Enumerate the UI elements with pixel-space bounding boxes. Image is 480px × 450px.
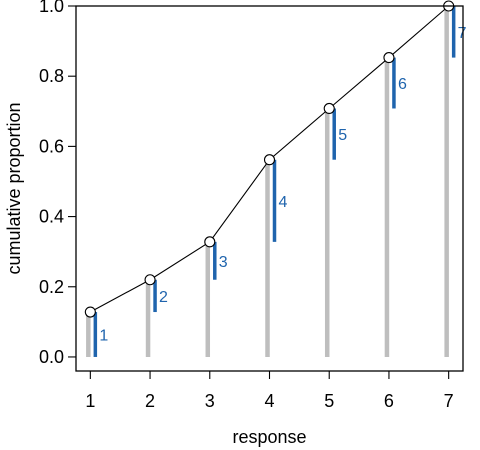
increment-label-1: 1 [99, 328, 108, 345]
x-tick-label-2: 2 [145, 391, 155, 411]
cumulative-bars [86, 6, 449, 357]
x-tick-label-6: 6 [384, 391, 394, 411]
x-axis: 1 2 3 4 5 6 7 [85, 371, 454, 411]
increment-label-3: 3 [219, 254, 228, 271]
cumulative-point-2 [144, 274, 156, 286]
increment-label-4: 4 [279, 194, 288, 211]
increment-label-5: 5 [338, 127, 347, 144]
x-axis-title: response [232, 427, 306, 447]
x-tick-label-3: 3 [205, 391, 215, 411]
x-tick-label-5: 5 [324, 391, 334, 411]
y-tick-label-1.0: 1.0 [39, 0, 64, 16]
y-tick-label-0.2: 0.2 [39, 277, 64, 297]
x-tick-label-4: 4 [264, 391, 274, 411]
y-axis: 0.0 0.2 0.4 0.6 0.8 1.0 [39, 0, 76, 367]
cumulative-point-3 [204, 236, 216, 248]
y-tick-label-0.8: 0.8 [39, 66, 64, 86]
y-tick-label-0.0: 0.0 [39, 347, 64, 367]
increment-labels: 1 2 3 4 5 6 7 [99, 25, 466, 345]
increment-label-7: 7 [458, 25, 467, 42]
y-axis-title: cumulative proportion [4, 102, 24, 274]
cumulative-point-4 [263, 154, 276, 166]
y-tick-label-0.4: 0.4 [39, 207, 64, 227]
increment-label-2: 2 [159, 289, 168, 306]
cumulative-point-5 [323, 102, 335, 115]
cumulative-points [84, 0, 455, 318]
cumulative-point-6 [383, 52, 395, 64]
increment-label-6: 6 [398, 76, 407, 93]
cumulative-point-1 [84, 306, 96, 318]
x-tick-label-1: 1 [85, 391, 95, 411]
increment-bars [93, 6, 456, 357]
y-tick-label-0.6: 0.6 [39, 136, 64, 156]
x-tick-label-7: 7 [444, 391, 454, 411]
